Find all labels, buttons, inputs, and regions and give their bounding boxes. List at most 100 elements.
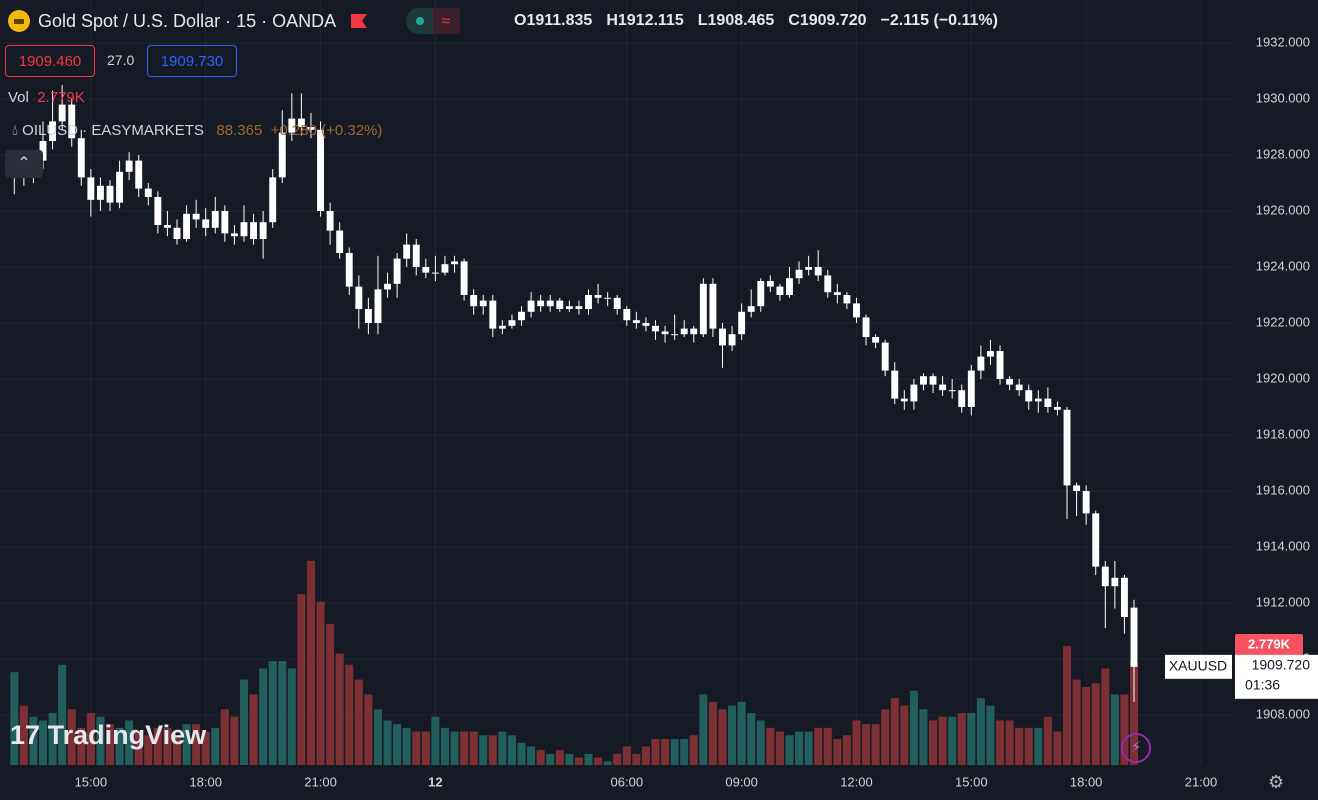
volume-bar [996, 720, 1005, 765]
candle-body [671, 334, 679, 336]
candle-body [498, 325, 506, 329]
x-tick-label: 18:00 [1070, 774, 1103, 789]
volume-bar [105, 724, 115, 765]
candle-body [939, 384, 947, 391]
volume-bar [1110, 694, 1119, 765]
volume-bar [421, 731, 430, 765]
candle-body [1034, 398, 1042, 402]
candle-body [192, 213, 200, 220]
candle-body [958, 390, 966, 407]
volume-bar [488, 735, 497, 765]
volume-bar [373, 709, 382, 765]
volume-legend: Vol 2.779K [8, 89, 85, 106]
volume-bar [795, 731, 804, 765]
volume-bar [632, 753, 641, 765]
volume-bar [584, 753, 593, 765]
candle-body [996, 351, 1004, 380]
volume-bar [469, 731, 478, 765]
volume-bar [565, 753, 574, 765]
candle-body [1120, 577, 1128, 617]
volume-bar [335, 653, 344, 765]
symbol-header: Gold Spot / U.S. Dollar · 15 · OANDA ≈ [8, 8, 461, 34]
volume-label: Vol [8, 89, 29, 106]
settings-button[interactable]: ⚙︎ [1268, 772, 1285, 792]
volume-bar [10, 672, 19, 765]
volume-bar [909, 690, 918, 765]
volume-bar [412, 731, 421, 765]
candle-body [900, 398, 908, 402]
volume-bar [871, 724, 880, 765]
candle-body [1092, 513, 1100, 567]
volume-bar [574, 757, 583, 765]
collapse-button[interactable]: ⌃ [5, 150, 43, 178]
volume-bar [306, 560, 315, 765]
volume-bar [976, 698, 985, 765]
x-tick-label: 12:00 [840, 774, 873, 789]
alert-button[interactable]: ⚡︎ [1121, 733, 1151, 763]
candle-body [374, 289, 382, 324]
candle-body [738, 311, 746, 335]
candle-body [757, 281, 765, 307]
candle-body [135, 160, 143, 189]
volume-bar [862, 724, 871, 765]
candle-body [106, 185, 114, 203]
volume-bar [1053, 731, 1062, 765]
candle-body [393, 258, 401, 284]
volume-bar [153, 727, 162, 765]
candle-body [891, 370, 899, 399]
ohlc-key: H [606, 12, 618, 29]
volume-bar [833, 739, 842, 765]
candle-body [403, 244, 411, 259]
price-tag-bg [1235, 654, 1318, 699]
candle-body [240, 222, 248, 237]
candle-body [518, 311, 525, 321]
volume-bar [641, 746, 650, 765]
candle-body [202, 219, 210, 228]
volume-bar [134, 731, 143, 765]
candle-body [585, 295, 592, 310]
price-countdown: 01:36 [1245, 677, 1280, 693]
logo[interactable]: 17 TradingView [10, 720, 207, 750]
sell-button[interactable]: 1909.460 [5, 45, 95, 77]
volume-bar [804, 731, 813, 765]
candles [10, 85, 1138, 702]
volume-bar [77, 727, 86, 765]
buy-button[interactable]: 1909.730 [147, 45, 237, 77]
status-buttons[interactable]: ≈ [406, 8, 461, 34]
flag-icon[interactable] [350, 13, 368, 29]
candle-body [575, 306, 583, 310]
candle-body [920, 376, 927, 385]
y-tick-label: 1926.000 [1256, 202, 1310, 217]
compare-symbol[interactable]: OILUSD · EASYMARKETS [22, 122, 204, 139]
candle-body [623, 309, 631, 321]
volume-bar [440, 727, 449, 765]
volume-bar [651, 739, 660, 765]
volume-bar [163, 727, 172, 765]
volume-bar [249, 694, 258, 765]
candle-body [259, 222, 267, 240]
volume-bar [1091, 683, 1100, 765]
ohlc-value: 1909.720 [799, 12, 867, 29]
candle-body [1130, 607, 1138, 667]
price-tag: 1909.720 [1252, 657, 1311, 673]
candle-body [776, 286, 784, 296]
candle-body [49, 121, 57, 142]
candle-body [652, 325, 659, 332]
ohlc-item: L1908.465 [698, 12, 775, 30]
candle-body [489, 300, 497, 329]
symbol-title[interactable]: Gold Spot / U.S. Dollar · 15 · OANDA [38, 10, 337, 31]
candle-body [221, 211, 229, 234]
volume-bar [383, 720, 392, 765]
candle-body [556, 300, 564, 310]
candle-body [163, 225, 171, 228]
ohlc-change: −2.115 (−0.11%) [880, 12, 998, 29]
candle-body [929, 376, 937, 385]
volume-bar [967, 713, 976, 765]
volume-bar [326, 623, 335, 765]
candle-body [297, 118, 305, 128]
volume-bar [192, 724, 201, 765]
svg-text:≈: ≈ [442, 13, 451, 30]
candle-body [910, 384, 918, 402]
candle-body [173, 227, 181, 240]
volume-bar [507, 735, 516, 765]
